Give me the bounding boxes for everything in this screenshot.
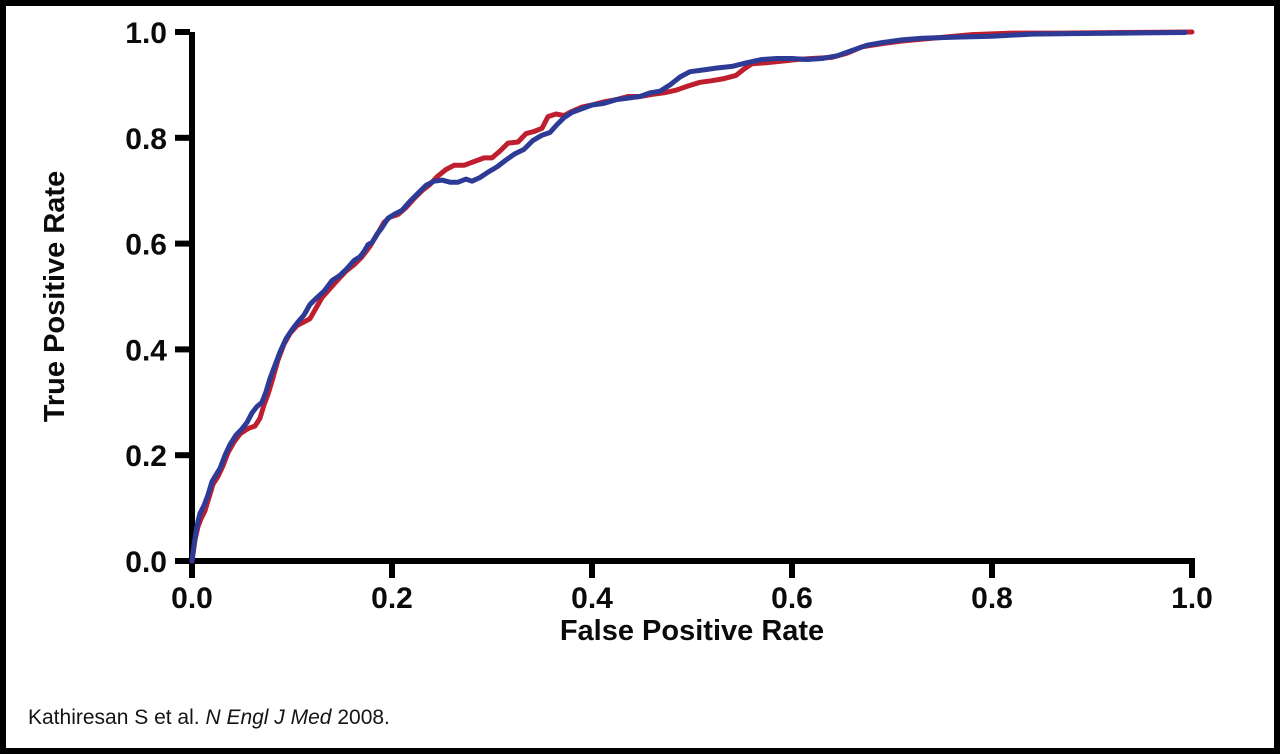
x-tick-label: 1.0	[1171, 582, 1213, 615]
x-tick-label: 0.4	[571, 582, 613, 615]
y-tick-label: 0.0	[125, 546, 167, 579]
roc-curve-blue	[189, 30, 1188, 564]
roc-chart: 0.0 0.2 0.4 0.6 0.8 1.0 0.0 0.2 0.4 0.6 0.8 1.0 Fals…	[39, 17, 1213, 647]
x-tick-label: 0.6	[771, 582, 813, 615]
y-tick-label: 0.6	[125, 229, 167, 262]
citation-year: 2008.	[331, 706, 390, 729]
citation: Kathiresan S et al. N Engl J Med 2008.	[28, 706, 390, 730]
x-tick-label: 0.2	[371, 582, 413, 615]
citation-authors: Kathiresan S et al.	[28, 706, 206, 729]
y-axis-title: True Positive Rate	[39, 171, 71, 422]
y-tick-label: 0.4	[125, 334, 167, 367]
y-tick-label: 0.2	[125, 440, 167, 473]
citation-journal: N Engl J Med	[205, 706, 332, 729]
x-axis-title: False Positive Rate	[560, 615, 824, 647]
y-tick-label: 1.0	[125, 17, 167, 50]
x-tick-label: 0.8	[971, 582, 1013, 615]
y-tick-label: 0.8	[125, 123, 167, 156]
x-tick-label: 0.0	[171, 582, 213, 615]
roc-curve-red	[189, 29, 1195, 564]
